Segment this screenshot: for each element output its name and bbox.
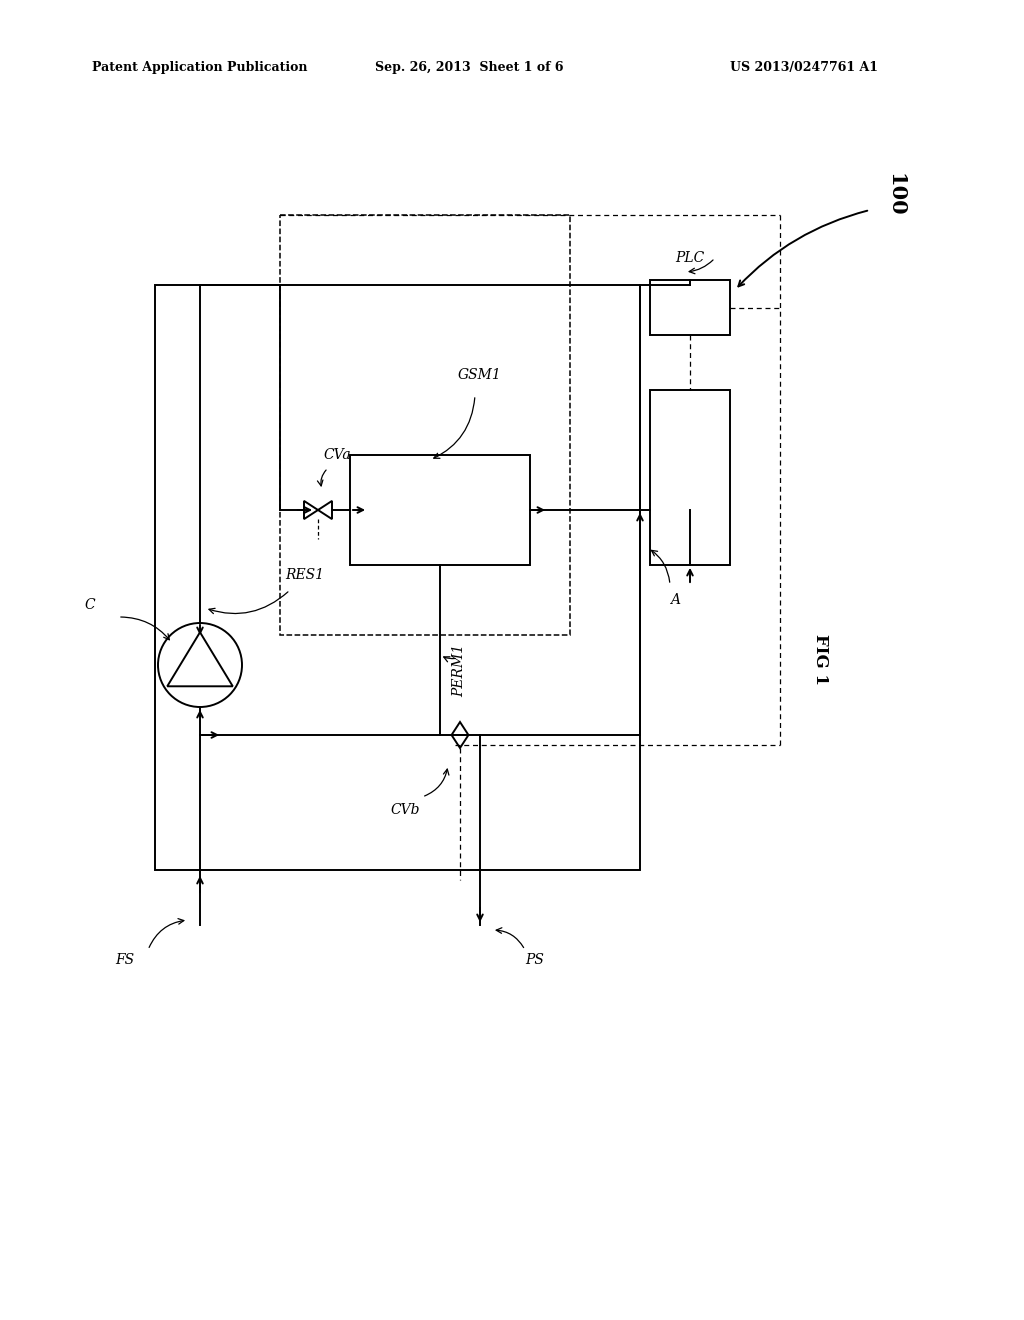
Text: GSM1: GSM1 — [458, 368, 502, 381]
Text: PERM1: PERM1 — [452, 643, 466, 697]
Text: 100: 100 — [885, 173, 905, 216]
Text: CVb: CVb — [390, 803, 420, 817]
Bar — [650, 280, 730, 335]
Bar — [650, 389, 730, 565]
Text: FIG 1: FIG 1 — [811, 635, 828, 685]
Text: PS: PS — [525, 953, 545, 968]
Bar — [155, 285, 640, 870]
Bar — [280, 215, 570, 635]
Text: C: C — [85, 598, 95, 612]
Bar — [350, 455, 530, 565]
Text: CVa: CVa — [323, 447, 350, 462]
Text: US 2013/0247761 A1: US 2013/0247761 A1 — [730, 62, 878, 74]
Text: Patent Application Publication: Patent Application Publication — [92, 62, 307, 74]
Text: A: A — [670, 593, 680, 607]
Text: Sep. 26, 2013  Sheet 1 of 6: Sep. 26, 2013 Sheet 1 of 6 — [375, 62, 563, 74]
Text: FS: FS — [116, 953, 134, 968]
Text: RES1: RES1 — [285, 568, 324, 582]
Text: PLC: PLC — [676, 251, 705, 265]
